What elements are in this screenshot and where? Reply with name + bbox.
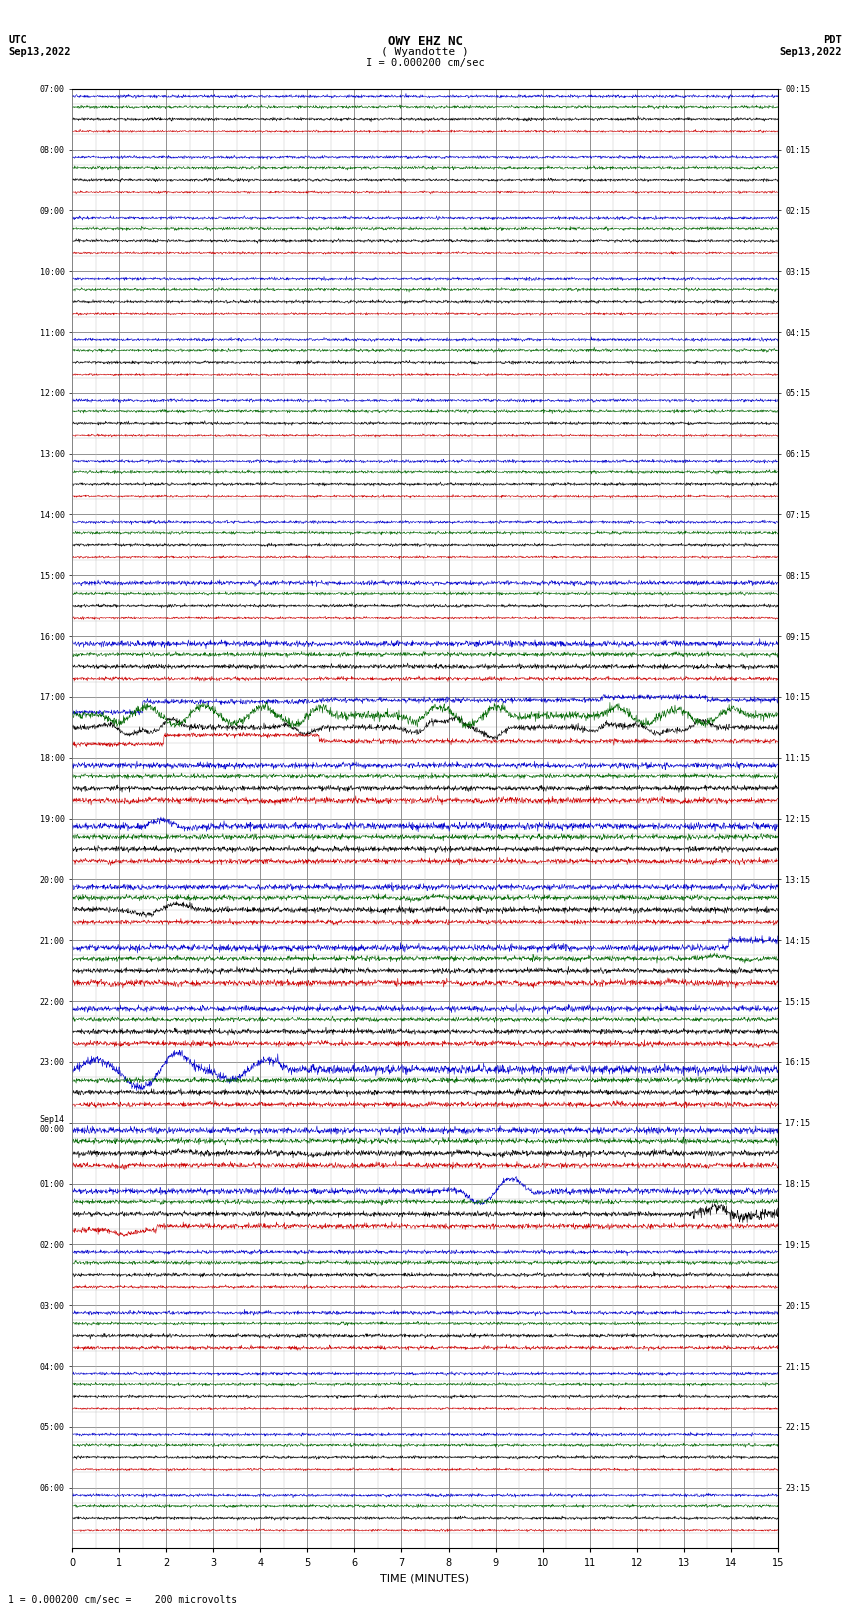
Text: PDT
Sep13,2022: PDT Sep13,2022 xyxy=(779,35,842,56)
Text: OWY EHZ NC: OWY EHZ NC xyxy=(388,35,462,48)
Text: I = 0.000200 cm/sec: I = 0.000200 cm/sec xyxy=(366,58,484,68)
Text: UTC
Sep13,2022: UTC Sep13,2022 xyxy=(8,35,71,56)
Text: ( Wyandotte ): ( Wyandotte ) xyxy=(381,47,469,56)
X-axis label: TIME (MINUTES): TIME (MINUTES) xyxy=(381,1573,469,1582)
Text: 1 = 0.000200 cm/sec =    200 microvolts: 1 = 0.000200 cm/sec = 200 microvolts xyxy=(8,1595,238,1605)
